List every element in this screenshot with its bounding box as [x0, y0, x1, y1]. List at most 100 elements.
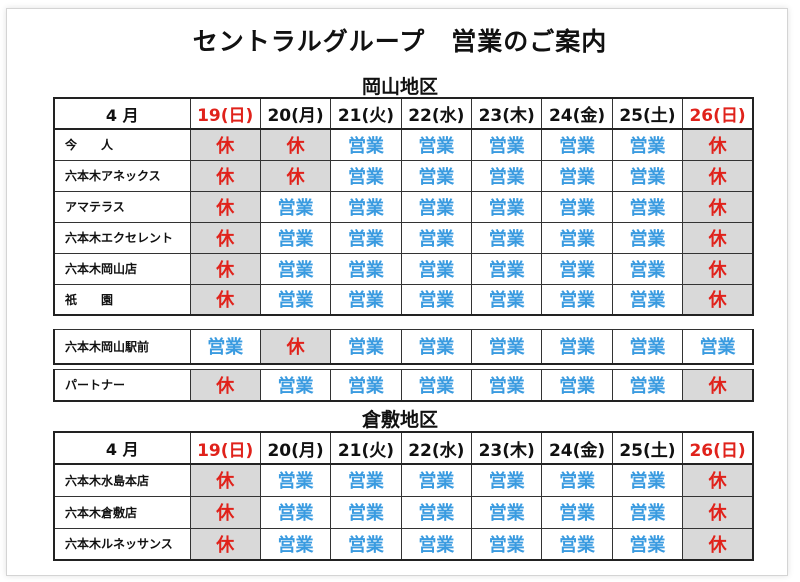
status-open: 営業	[470, 527, 543, 561]
status-open: 営業	[259, 495, 332, 529]
status-open: 営業	[611, 252, 684, 285]
status-closed: 休	[189, 369, 261, 402]
day-header: 22(水)	[400, 431, 473, 465]
status-open: 営業	[541, 283, 613, 316]
status-open: 営業	[330, 463, 402, 497]
store-name: 六本木岡山駅前	[53, 329, 191, 365]
status-closed: 休	[189, 527, 261, 561]
status-closed: 休	[189, 495, 261, 529]
status-open: 営業	[400, 190, 473, 223]
day-header: 25(土)	[611, 431, 684, 465]
status-closed: 休	[682, 159, 755, 192]
store-row: 六本木岡山駅前 営業休営業 営業 営業 営業 営業 営業	[53, 329, 755, 365]
status-open: 営業	[470, 190, 543, 223]
store-row: 六本木水島本店休営業 営業 営業 営業 営業 営業休	[53, 463, 755, 497]
store-name: パートナー	[53, 369, 191, 402]
status-open: 営業	[541, 527, 613, 561]
day-header: 21(火)	[330, 431, 402, 465]
store-name: 六本木水島本店	[53, 463, 191, 497]
status-open: 営業	[400, 463, 473, 497]
status-open: 営業	[330, 495, 402, 529]
status-open: 営業	[470, 221, 543, 254]
day-header: 19(日)	[189, 97, 261, 130]
status-open: 営業	[541, 252, 613, 285]
status-closed: 休	[189, 221, 261, 254]
status-open: 営業	[330, 527, 402, 561]
okayama-partner-table: パートナー休営業 営業 営業 営業 営業 営業休	[53, 369, 755, 402]
day-header: 26(日)	[682, 97, 755, 130]
store-row: 六本木アネックス休休営業 営業 営業 営業 営業休	[53, 159, 755, 192]
month-header: 4 月	[53, 97, 191, 130]
day-header: 20(月)	[259, 97, 332, 130]
kurashiki-table: 4 月 19(日) 20(月) 21(火) 22(水) 23(木) 24(金) …	[53, 431, 755, 561]
status-open: 営業	[400, 527, 473, 561]
okayama-area-title: 岡山地区	[361, 76, 438, 98]
day-header: 26(日)	[682, 431, 755, 465]
status-open: 営業	[470, 329, 543, 365]
store-row: 六本木ルネッサンス休営業 営業 営業 営業 営業 営業休	[53, 527, 755, 561]
status-closed: 休	[682, 221, 755, 254]
page-title: セントラルグループ 営業のご案内	[192, 27, 608, 56]
status-open: 営業	[541, 159, 613, 192]
store-row: パートナー休営業 営業 営業 営業 営業 営業休	[53, 369, 755, 402]
status-open: 営業	[611, 190, 684, 223]
store-name: 今 人	[53, 128, 191, 161]
day-header: 24(金)	[541, 97, 613, 130]
kurashiki-area-title: 倉敷地区	[361, 409, 438, 431]
status-open: 営業	[330, 221, 402, 254]
status-open: 営業	[330, 369, 402, 402]
day-header: 25(土)	[611, 97, 684, 130]
status-open: 営業	[611, 128, 684, 161]
status-open: 営業	[470, 369, 543, 402]
status-open: 営業	[330, 159, 402, 192]
status-open: 営業	[611, 221, 684, 254]
status-closed: 休	[682, 463, 755, 497]
status-open: 営業	[541, 463, 613, 497]
status-open: 営業	[541, 221, 613, 254]
store-name: 六本木アネックス	[53, 159, 191, 192]
status-open: 営業	[189, 329, 261, 365]
status-open: 営業	[470, 252, 543, 285]
status-open: 営業	[330, 283, 402, 316]
status-open: 営業	[330, 252, 402, 285]
store-name: 六本木倉敷店	[53, 495, 191, 529]
store-row: 六本木エクセレント休営業 営業 営業 営業 営業 営業休	[53, 221, 755, 254]
status-closed: 休	[189, 159, 261, 192]
day-header: 24(金)	[541, 431, 613, 465]
status-closed: 休	[259, 329, 332, 365]
status-open: 営業	[400, 283, 473, 316]
day-header: 21(火)	[330, 97, 402, 130]
store-name: 祇 園	[53, 283, 191, 316]
status-open: 営業	[470, 283, 543, 316]
status-closed: 休	[189, 190, 261, 223]
status-open: 営業	[470, 495, 543, 529]
day-header: 19(日)	[189, 431, 261, 465]
status-open: 営業	[400, 252, 473, 285]
status-open: 営業	[330, 190, 402, 223]
store-row: 六本木倉敷店休営業 営業 営業 営業 営業 営業休	[53, 495, 755, 529]
status-open: 営業	[259, 527, 332, 561]
status-closed: 休	[259, 128, 332, 161]
status-open: 営業	[541, 190, 613, 223]
okayama-main-table: 4 月 19(日) 20(月) 21(火) 22(水) 23(木) 24(金) …	[53, 97, 755, 316]
status-open: 営業	[611, 329, 684, 365]
status-closed: 休	[259, 159, 332, 192]
status-closed: 休	[682, 495, 755, 529]
store-name: 六本木岡山店	[53, 252, 191, 285]
status-closed: 休	[682, 190, 755, 223]
day-header: 23(木)	[470, 431, 543, 465]
status-open: 営業	[611, 159, 684, 192]
store-row: アマテラス休営業 営業 営業 営業 営業 営業休	[53, 190, 755, 223]
store-name: アマテラス	[53, 190, 191, 223]
status-closed: 休	[189, 128, 261, 161]
status-closed: 休	[189, 283, 261, 316]
day-header: 20(月)	[259, 431, 332, 465]
store-name: 六本木エクセレント	[53, 221, 191, 254]
status-open: 営業	[259, 221, 332, 254]
status-open: 営業	[611, 527, 684, 561]
status-open: 営業	[611, 495, 684, 529]
day-header: 22(水)	[400, 97, 473, 130]
kurashiki-header-row: 4 月 19(日) 20(月) 21(火) 22(水) 23(木) 24(金) …	[53, 431, 755, 465]
status-open: 営業	[470, 463, 543, 497]
status-open: 営業	[611, 283, 684, 316]
